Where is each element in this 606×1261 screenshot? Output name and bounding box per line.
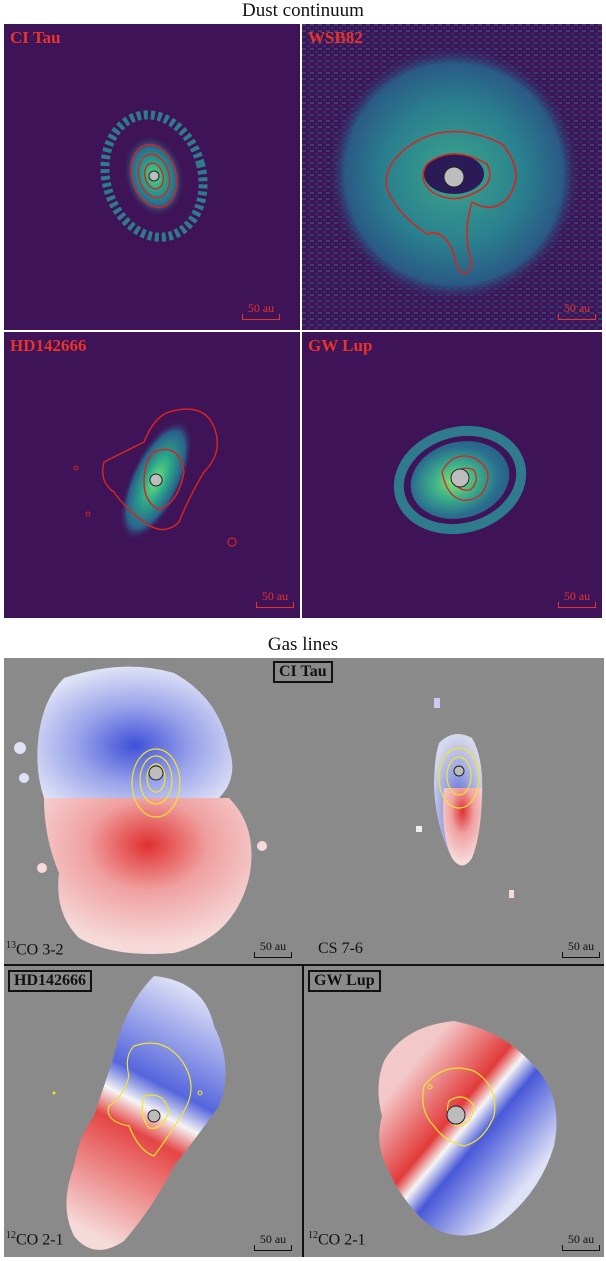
line-name: CO 2-1: [318, 1231, 366, 1249]
scalebar-dust-wsb82: 50 au: [558, 301, 596, 320]
scalebar-bar: [254, 1245, 292, 1251]
scalebar-label: 50 au: [261, 589, 289, 603]
panel-divider-vertical: [302, 966, 304, 1257]
gas-panel-ci-tau: CI Tau 13CO 3-2 50 au CS 7-6 50 au: [4, 658, 604, 964]
gas-panel-gw-lup: GW Lup 12CO 2-1 50 au: [304, 966, 604, 1257]
scalebar-dust-hd142666: 50 au: [256, 589, 294, 608]
dust-section-title: Dust continuum: [242, 0, 364, 21]
dust-label-wsb82: WSB82: [308, 28, 363, 47]
dust-image-wsb82: [302, 24, 602, 330]
gas-label-ci-tau: CI Tau: [273, 661, 333, 683]
dust-panel-gw-lup: GW Lup 50 au: [302, 332, 602, 618]
line-name: CO 3-2: [16, 941, 64, 959]
dust-panel-wsb82: WSB82 50 au: [302, 24, 602, 330]
scalebar-label: 50 au: [259, 1232, 287, 1246]
scalebar-bar: [256, 602, 294, 608]
scalebar-dust-ci-tau: 50 au: [242, 301, 280, 320]
scalebar-label: 50 au: [567, 939, 595, 953]
line-label-12co-gw-lup: 12CO 2-1: [308, 1230, 366, 1249]
dust-panel-ci-tau: CI Tau 50 au: [4, 24, 300, 330]
scalebar-bar: [558, 602, 596, 608]
scalebar-bar: [558, 314, 596, 320]
gas-label-hd142666: HD142666: [8, 970, 92, 992]
scalebar-label: 50 au: [563, 301, 591, 315]
dust-image-ci-tau: [100, 110, 208, 242]
gas-label-gw-lup: GW Lup: [308, 970, 381, 992]
scalebar-label: 50 au: [259, 939, 287, 953]
gas-image-ci-tau: [14, 666, 514, 954]
dust-label-hd142666: HD142666: [10, 336, 87, 355]
isotope-superscript: 12: [6, 1230, 16, 1241]
scalebar-label: 50 au: [563, 589, 591, 603]
line-label-13co: 13CO 3-2: [6, 940, 64, 959]
scalebar-label: 50 au: [567, 1232, 595, 1246]
gas-image-gw-lup: [378, 1021, 557, 1236]
dust-label-gw-lup: GW Lup: [308, 336, 373, 355]
isotope-superscript: 13: [6, 940, 16, 951]
panel-divider-horizontal: [4, 964, 604, 966]
isotope-superscript: 12: [308, 1230, 318, 1241]
scalebar-bar: [254, 952, 292, 958]
scalebar-gas-13co: 50 au: [254, 939, 292, 958]
scalebar-dust-gw-lup: 50 au: [558, 589, 596, 608]
scalebar-gas-gw-lup: 50 au: [562, 1232, 600, 1251]
gas-section-title: Gas lines: [267, 634, 339, 655]
dust-image-hd142666: [73, 408, 237, 547]
dust-panel-hd142666: HD142666 50 au: [4, 332, 300, 618]
scalebar-bar: [562, 1245, 600, 1251]
scalebar-gas-hd142666: 50 au: [254, 1232, 292, 1251]
scalebar-bar: [562, 952, 600, 958]
scalebar-label: 50 au: [247, 301, 275, 315]
gas-panel-hd142666: HD142666 12CO 2-1 50 au: [4, 966, 302, 1257]
scalebar-gas-cs: 50 au: [562, 939, 600, 958]
line-label-12co-hd142666: 12CO 2-1: [6, 1230, 64, 1249]
line-label-cs: CS 7-6: [318, 940, 363, 957]
line-name: CO 2-1: [16, 1231, 64, 1249]
dust-label-ci-tau: CI Tau: [10, 28, 61, 47]
gas-image-hd142666: [52, 976, 226, 1250]
dust-image-gw-lup: [393, 425, 527, 535]
scalebar-bar: [242, 314, 280, 320]
